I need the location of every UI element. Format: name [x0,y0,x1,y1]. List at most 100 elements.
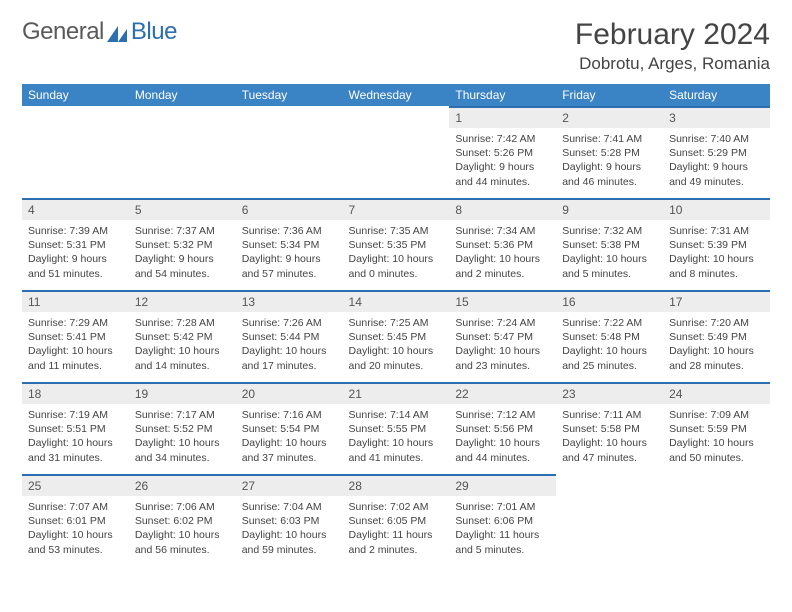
daylight-line: Daylight: 10 hours and 23 minutes. [455,344,550,372]
sunset-line: Sunset: 5:44 PM [242,330,337,344]
sunset-line: Sunset: 5:36 PM [455,238,550,252]
day-details: Sunrise: 7:07 AMSunset: 6:01 PMDaylight:… [22,496,129,563]
sunset-line: Sunset: 5:56 PM [455,422,550,436]
day-number: 11 [22,290,129,312]
sunrise-line: Sunrise: 7:31 AM [669,224,764,238]
calendar-cell: 19Sunrise: 7:17 AMSunset: 5:52 PMDayligh… [129,382,236,474]
day-details: Sunrise: 7:14 AMSunset: 5:55 PMDaylight:… [343,404,450,471]
calendar-cell: 1Sunrise: 7:42 AMSunset: 5:26 PMDaylight… [449,106,556,198]
calendar-cell: 15Sunrise: 7:24 AMSunset: 5:47 PMDayligh… [449,290,556,382]
calendar-cell: 23Sunrise: 7:11 AMSunset: 5:58 PMDayligh… [556,382,663,474]
sunrise-line: Sunrise: 7:06 AM [135,500,230,514]
day-number: 15 [449,290,556,312]
day-number: 12 [129,290,236,312]
day-number: 9 [556,198,663,220]
calendar-cell: 14Sunrise: 7:25 AMSunset: 5:45 PMDayligh… [343,290,450,382]
calendar-cell [343,106,450,198]
sunset-line: Sunset: 5:34 PM [242,238,337,252]
sunset-line: Sunset: 5:54 PM [242,422,337,436]
sunrise-line: Sunrise: 7:19 AM [28,408,123,422]
sunset-line: Sunset: 5:38 PM [562,238,657,252]
sunrise-line: Sunrise: 7:16 AM [242,408,337,422]
daylight-line: Daylight: 10 hours and 8 minutes. [669,252,764,280]
calendar-cell: 22Sunrise: 7:12 AMSunset: 5:56 PMDayligh… [449,382,556,474]
calendar-cell: 12Sunrise: 7:28 AMSunset: 5:42 PMDayligh… [129,290,236,382]
brand-blue: Blue [131,18,177,46]
sunset-line: Sunset: 5:26 PM [455,146,550,160]
sunrise-line: Sunrise: 7:29 AM [28,316,123,330]
daylight-line: Daylight: 10 hours and 31 minutes. [28,436,123,464]
day-number: 25 [22,474,129,496]
brand-general: General [22,18,104,46]
calendar-cell: 21Sunrise: 7:14 AMSunset: 5:55 PMDayligh… [343,382,450,474]
sunrise-line: Sunrise: 7:39 AM [28,224,123,238]
sunrise-line: Sunrise: 7:20 AM [669,316,764,330]
sunset-line: Sunset: 5:28 PM [562,146,657,160]
calendar-cell: 27Sunrise: 7:04 AMSunset: 6:03 PMDayligh… [236,474,343,566]
sunset-line: Sunset: 5:42 PM [135,330,230,344]
weekday-header: Saturday [663,84,770,106]
weekday-header: Thursday [449,84,556,106]
daylight-line: Daylight: 10 hours and 20 minutes. [349,344,444,372]
sunset-line: Sunset: 5:52 PM [135,422,230,436]
day-number: 14 [343,290,450,312]
daylight-line: Daylight: 10 hours and 14 minutes. [135,344,230,372]
sunset-line: Sunset: 5:45 PM [349,330,444,344]
sunrise-line: Sunrise: 7:26 AM [242,316,337,330]
day-details: Sunrise: 7:16 AMSunset: 5:54 PMDaylight:… [236,404,343,471]
weekday-header: Wednesday [343,84,450,106]
sunset-line: Sunset: 5:41 PM [28,330,123,344]
day-details: Sunrise: 7:25 AMSunset: 5:45 PMDaylight:… [343,312,450,379]
day-number: 13 [236,290,343,312]
calendar-cell [663,474,770,566]
daylight-line: Daylight: 10 hours and 17 minutes. [242,344,337,372]
calendar-cell: 26Sunrise: 7:06 AMSunset: 6:02 PMDayligh… [129,474,236,566]
sunrise-line: Sunrise: 7:12 AM [455,408,550,422]
day-details: Sunrise: 7:26 AMSunset: 5:44 PMDaylight:… [236,312,343,379]
day-details: Sunrise: 7:17 AMSunset: 5:52 PMDaylight:… [129,404,236,471]
sunset-line: Sunset: 5:51 PM [28,422,123,436]
calendar-cell: 4Sunrise: 7:39 AMSunset: 5:31 PMDaylight… [22,198,129,290]
calendar-cell: 20Sunrise: 7:16 AMSunset: 5:54 PMDayligh… [236,382,343,474]
daylight-line: Daylight: 10 hours and 28 minutes. [669,344,764,372]
calendar-cell [129,106,236,198]
sunset-line: Sunset: 5:49 PM [669,330,764,344]
daylight-line: Daylight: 10 hours and 2 minutes. [455,252,550,280]
sunset-line: Sunset: 5:32 PM [135,238,230,252]
day-number: 29 [449,474,556,496]
day-number: 27 [236,474,343,496]
sunset-line: Sunset: 5:58 PM [562,422,657,436]
calendar-cell: 3Sunrise: 7:40 AMSunset: 5:29 PMDaylight… [663,106,770,198]
sunset-line: Sunset: 5:29 PM [669,146,764,160]
day-details: Sunrise: 7:36 AMSunset: 5:34 PMDaylight:… [236,220,343,287]
day-number: 4 [22,198,129,220]
calendar-cell: 10Sunrise: 7:31 AMSunset: 5:39 PMDayligh… [663,198,770,290]
calendar-cell: 8Sunrise: 7:34 AMSunset: 5:36 PMDaylight… [449,198,556,290]
day-details: Sunrise: 7:34 AMSunset: 5:36 PMDaylight:… [449,220,556,287]
day-details: Sunrise: 7:24 AMSunset: 5:47 PMDaylight:… [449,312,556,379]
daylight-line: Daylight: 9 hours and 49 minutes. [669,160,764,188]
day-details: Sunrise: 7:19 AMSunset: 5:51 PMDaylight:… [22,404,129,471]
daylight-line: Daylight: 11 hours and 2 minutes. [349,528,444,556]
brand-logo: General Blue [22,18,177,46]
calendar-cell: 28Sunrise: 7:02 AMSunset: 6:05 PMDayligh… [343,474,450,566]
day-number: 10 [663,198,770,220]
daylight-line: Daylight: 10 hours and 47 minutes. [562,436,657,464]
calendar-cell: 2Sunrise: 7:41 AMSunset: 5:28 PMDaylight… [556,106,663,198]
day-details: Sunrise: 7:42 AMSunset: 5:26 PMDaylight:… [449,128,556,195]
calendar-cell: 16Sunrise: 7:22 AMSunset: 5:48 PMDayligh… [556,290,663,382]
daylight-line: Daylight: 9 hours and 54 minutes. [135,252,230,280]
sunset-line: Sunset: 6:05 PM [349,514,444,528]
day-details: Sunrise: 7:41 AMSunset: 5:28 PMDaylight:… [556,128,663,195]
day-number: 2 [556,106,663,128]
day-details: Sunrise: 7:04 AMSunset: 6:03 PMDaylight:… [236,496,343,563]
daylight-line: Daylight: 9 hours and 51 minutes. [28,252,123,280]
sunrise-line: Sunrise: 7:24 AM [455,316,550,330]
calendar-cell: 17Sunrise: 7:20 AMSunset: 5:49 PMDayligh… [663,290,770,382]
calendar-cell: 29Sunrise: 7:01 AMSunset: 6:06 PMDayligh… [449,474,556,566]
sunrise-line: Sunrise: 7:22 AM [562,316,657,330]
day-details: Sunrise: 7:11 AMSunset: 5:58 PMDaylight:… [556,404,663,471]
calendar-cell [236,106,343,198]
sunrise-line: Sunrise: 7:36 AM [242,224,337,238]
weekday-header: Friday [556,84,663,106]
